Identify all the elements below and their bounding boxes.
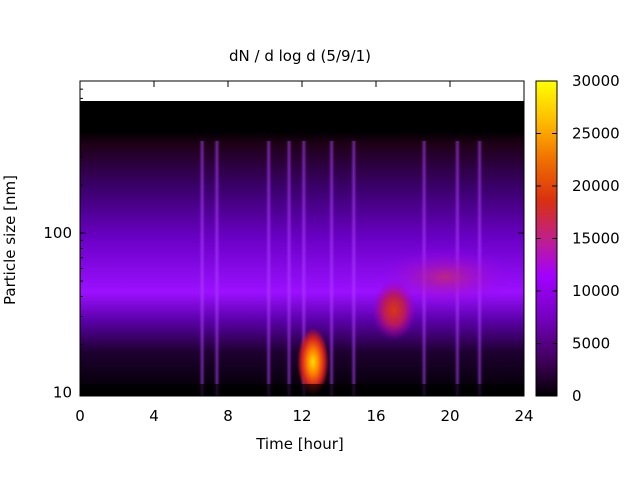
colorbar-tick-label: 20000 [572,177,620,195]
heatmap-growth-event [372,280,416,340]
heatmap-streak [300,141,307,396]
colorbar-tick-label: 0 [572,387,582,405]
heatmap-streak [199,141,206,396]
x-tick-label: 8 [223,407,233,425]
x-tick-label: 0 [75,407,85,425]
heatmap-streak [213,141,220,396]
chart-title: dN / d log d (5/9/1) [229,47,371,65]
colorbar-tick-label: 5000 [572,335,610,353]
heatmap-cutoff-region [80,81,524,101]
y-tick-label: 10 [53,383,72,401]
heatmap-streak [265,141,272,396]
x-tick-label: 20 [440,407,459,425]
x-axis-label: Time [hour] [255,435,344,453]
colorbar-tick-label: 25000 [572,125,620,143]
heatmap-field [80,81,524,396]
colorbar-axis: 0 5000 10000 15000 20000 25000 30000 [536,72,620,405]
x-tick-label: 12 [292,407,311,425]
y-tick-label: 100 [43,224,72,242]
heatmap-streak [328,141,335,396]
colorbar-tick-label: 10000 [572,282,620,300]
x-tick-label: 4 [149,407,159,425]
colorbar-tick-label: 15000 [572,230,620,248]
heatmap-streak [350,141,357,396]
heatmap-nucleation-burst [297,328,329,396]
x-axis: 0 4 8 12 16 20 24 [75,81,534,425]
y-axis-label: Particle size [nm] [1,175,19,305]
y-axis: 10 100 [43,88,524,401]
heatmap-streak [286,141,293,396]
x-tick-label: 16 [366,407,385,425]
colorbar-tick-label: 30000 [572,72,620,90]
x-tick-label: 24 [514,407,533,425]
